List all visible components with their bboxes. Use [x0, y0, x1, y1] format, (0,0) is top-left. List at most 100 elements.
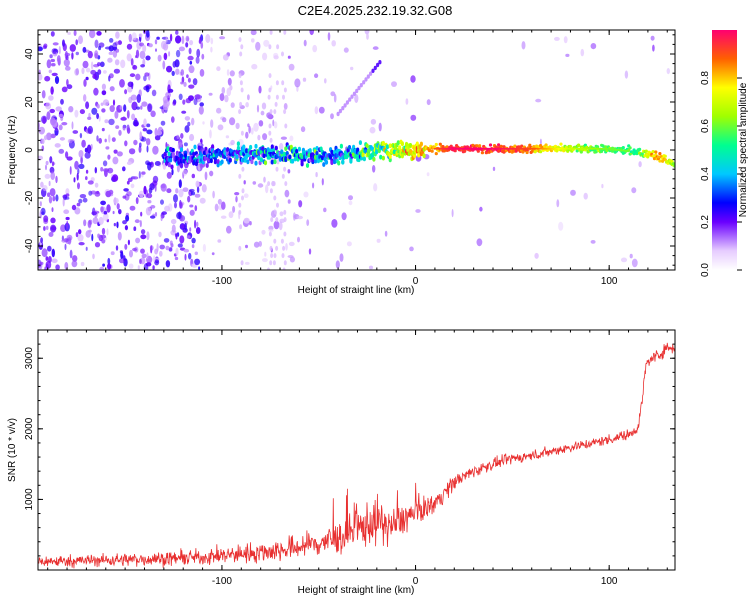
heatmap-cell	[194, 219, 197, 229]
heatmap-cell	[184, 125, 190, 133]
heatmap-cell	[126, 127, 131, 134]
heatmap-cell	[179, 147, 184, 153]
heatmap-cell	[153, 255, 156, 263]
heatmap-cell	[227, 77, 232, 86]
heatmap-cell	[41, 248, 48, 258]
heatmap-cell	[106, 228, 109, 236]
heatmap-cell	[213, 159, 217, 165]
heatmap-cell	[314, 73, 319, 78]
heatmap-cell	[278, 221, 283, 231]
heatmap-cell	[269, 188, 273, 194]
heatmap-cell	[366, 74, 370, 79]
heatmap-cell	[54, 128, 59, 132]
heatmap-cell	[273, 121, 278, 129]
heatmap-cell	[270, 253, 274, 259]
heatmap-cell	[330, 113, 334, 120]
heatmap-cell	[50, 133, 56, 139]
heatmap-cell	[298, 200, 303, 208]
heatmap-cell	[55, 175, 58, 184]
heatmap-cell	[98, 45, 102, 51]
heatmap-cell	[114, 59, 120, 66]
heatmap-cell	[238, 109, 242, 115]
heatmap-cell	[135, 55, 138, 59]
heatmap-cell	[650, 35, 655, 41]
heatmap-cell	[274, 145, 278, 151]
heatmap-cell	[159, 250, 163, 257]
heatmap-cell	[410, 75, 416, 83]
heatmap-cell	[115, 48, 120, 53]
heatmap-cell	[189, 40, 194, 46]
heatmap-cell	[122, 166, 126, 172]
heatmap-cell	[240, 260, 244, 266]
heatmap-cell	[146, 30, 150, 38]
heatmap-cell	[108, 118, 115, 126]
heatmap-cell	[651, 150, 655, 154]
heatmap-cell	[261, 102, 267, 110]
heatmap-cell	[93, 87, 99, 96]
heatmap-cell	[87, 219, 92, 228]
heatmap-cell	[61, 122, 68, 126]
heatmap-cell	[316, 158, 320, 164]
heatmap-cell	[167, 88, 174, 93]
heatmap-cell	[139, 42, 145, 47]
heatmap-cell	[141, 171, 146, 175]
heatmap-cell	[101, 227, 106, 235]
heatmap-cell	[139, 258, 142, 265]
heatmap-cell	[183, 153, 188, 159]
heatmap-cell	[191, 173, 195, 179]
heatmap-cell	[71, 52, 74, 60]
heatmap-cell	[476, 149, 480, 153]
heatmap-cell	[281, 253, 285, 259]
heatmap-cell	[45, 160, 49, 166]
heatmap-cell	[269, 260, 273, 266]
heatmap-cell	[188, 95, 194, 101]
heatmap-cell	[369, 126, 376, 134]
heatmap-cell	[388, 154, 392, 159]
heatmap-cell	[627, 150, 630, 153]
heatmap-cell	[312, 182, 315, 189]
heatmap-cell	[119, 105, 123, 110]
heatmap-cell	[77, 168, 80, 175]
heatmap-cell	[115, 125, 120, 129]
heatmap-cell	[156, 36, 160, 40]
heatmap-cell	[87, 116, 92, 121]
heatmap-cell	[101, 83, 106, 91]
heatmap-cell	[165, 245, 170, 251]
heatmap-cell	[228, 157, 232, 163]
heatmap-cell	[116, 221, 119, 229]
heatmap-cell	[50, 58, 55, 63]
heatmap-cell	[72, 255, 78, 262]
heatmap-cell	[170, 218, 177, 225]
heatmap-cell	[254, 160, 258, 166]
heatmap-cell	[96, 135, 99, 142]
heatmap-cell	[239, 51, 243, 57]
heatmap-cell	[198, 141, 202, 146]
heatmap-cell	[136, 106, 141, 110]
heatmap-cell	[285, 243, 288, 251]
heatmap-cell	[43, 215, 49, 223]
heatmap-cell	[183, 81, 187, 87]
heatmap-cell	[235, 196, 238, 203]
heatmap-cell	[321, 178, 324, 186]
heatmap-cell	[108, 134, 111, 143]
heatmap-cell	[373, 65, 377, 71]
y-tick-label: 20	[24, 96, 35, 108]
heatmap-cell	[640, 152, 644, 156]
heatmap-cell	[58, 46, 61, 55]
heatmap-cell	[166, 146, 170, 152]
heatmap-cell	[103, 70, 107, 74]
heatmap-cell	[171, 153, 175, 158]
heatmap-cell	[184, 222, 187, 231]
heatmap-cell	[268, 87, 272, 93]
heatmap-cell	[283, 209, 287, 215]
heatmap-cell	[348, 97, 352, 102]
heatmap-cell	[405, 98, 409, 105]
heatmap-cell	[336, 111, 340, 117]
heatmap-cell	[84, 147, 88, 153]
heatmap-cell	[145, 206, 152, 216]
heatmap-cell	[160, 40, 167, 50]
heatmap-cell	[267, 181, 271, 187]
heatmap-cell	[64, 243, 67, 251]
heatmap-cell	[559, 142, 563, 146]
heatmap-cell	[343, 47, 349, 53]
